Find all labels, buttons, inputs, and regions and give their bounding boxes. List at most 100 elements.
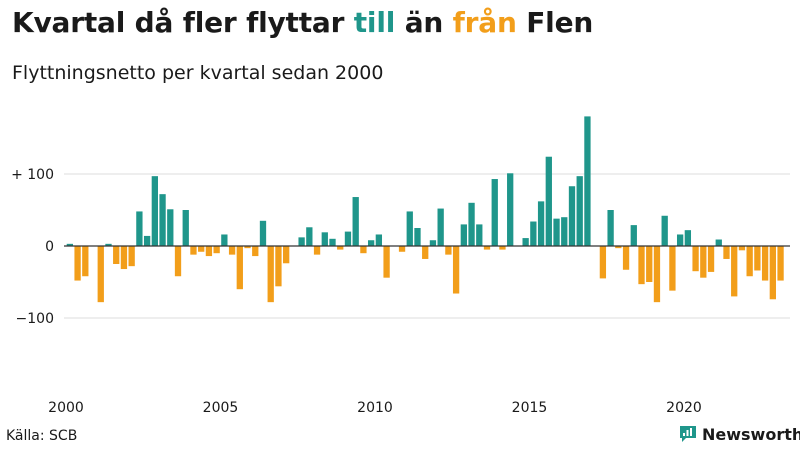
bar [228, 246, 236, 255]
bar [468, 202, 475, 246]
bar [321, 232, 328, 246]
bar [707, 246, 715, 272]
bar [445, 246, 452, 255]
x-tick-label: 2020 [666, 400, 702, 416]
bar [738, 246, 746, 251]
bar [723, 246, 730, 259]
title-mid: än [395, 6, 453, 39]
y-tick-label: −100 [16, 311, 54, 327]
bar [622, 246, 630, 270]
bar [414, 228, 421, 246]
bar [692, 246, 699, 272]
chart-subtitle: Flyttningsnetto per kvartal sedan 2000 [12, 62, 384, 84]
x-tick-label: 2010 [357, 400, 393, 416]
bar [174, 246, 182, 277]
bar [74, 246, 81, 281]
source-note: Källa: SCB [6, 428, 78, 444]
bar [777, 246, 784, 281]
bar [676, 234, 684, 246]
bar [615, 246, 622, 249]
title-highlight-in: till [353, 6, 396, 39]
bar [205, 246, 213, 257]
bar [367, 240, 375, 246]
bar [537, 201, 545, 246]
bar [561, 217, 568, 246]
bar [66, 243, 74, 246]
bar [715, 239, 722, 246]
bar [761, 246, 769, 281]
bar [406, 211, 413, 246]
bar [584, 116, 591, 247]
bar [375, 234, 383, 246]
bar [476, 224, 483, 246]
bar [113, 246, 120, 264]
bar [576, 176, 583, 246]
bar [252, 246, 259, 257]
bar [545, 156, 552, 246]
bar [182, 210, 189, 246]
bar [568, 186, 576, 246]
bar [352, 197, 359, 246]
bar [151, 176, 158, 246]
title-suffix: Flen [516, 6, 594, 39]
y-tick-label: + 100 [11, 167, 54, 183]
bar [329, 238, 336, 246]
bar [244, 246, 251, 249]
bar [452, 246, 460, 294]
y-tick-label: 0 [45, 239, 54, 255]
bar [630, 225, 637, 246]
bar [267, 246, 274, 303]
title-prefix: Kvartal då fler flyttar [12, 6, 354, 39]
bar [159, 194, 166, 246]
bar [483, 246, 491, 250]
bar [530, 221, 537, 246]
bar [105, 243, 112, 246]
bar [97, 246, 104, 303]
bar [460, 224, 467, 246]
bars-layer [66, 116, 784, 303]
bar [213, 246, 220, 254]
bar [754, 246, 761, 271]
bar [422, 246, 429, 259]
x-tick-label: 2015 [512, 400, 548, 416]
axis-layer: + 100 0 −100 2000 2005 2010 2015 2020 [11, 167, 790, 416]
bar [190, 246, 197, 255]
bar [769, 246, 776, 300]
bar [669, 246, 676, 291]
bar [360, 246, 367, 254]
bar [553, 218, 560, 246]
bar [429, 240, 437, 246]
bar [398, 246, 406, 252]
bar [646, 246, 653, 282]
bar [221, 234, 228, 246]
bar [313, 246, 321, 255]
chart-title: Kvartal då fler flyttar till än från Fle… [12, 6, 593, 39]
bar [120, 246, 128, 270]
bar [700, 246, 707, 278]
bar [298, 237, 305, 246]
bar [437, 208, 444, 246]
bar [522, 238, 529, 246]
bar [491, 179, 498, 246]
bar [684, 230, 692, 246]
newsworthy-logo-icon [680, 426, 696, 442]
bar [82, 246, 89, 277]
bar [638, 246, 645, 285]
bar [661, 215, 668, 246]
bar [136, 211, 143, 246]
bar [128, 246, 135, 267]
bar [337, 246, 344, 250]
bar [507, 173, 514, 246]
brand-name: Newsworthy [702, 424, 800, 444]
brand-logo: Newsworthy [678, 424, 800, 444]
bar [344, 231, 352, 246]
bar [275, 246, 282, 287]
bar [607, 210, 614, 246]
bar [383, 246, 390, 278]
bar [499, 246, 506, 250]
bar [198, 246, 205, 252]
bar [653, 246, 661, 303]
bar [259, 220, 267, 246]
bar [306, 227, 313, 246]
